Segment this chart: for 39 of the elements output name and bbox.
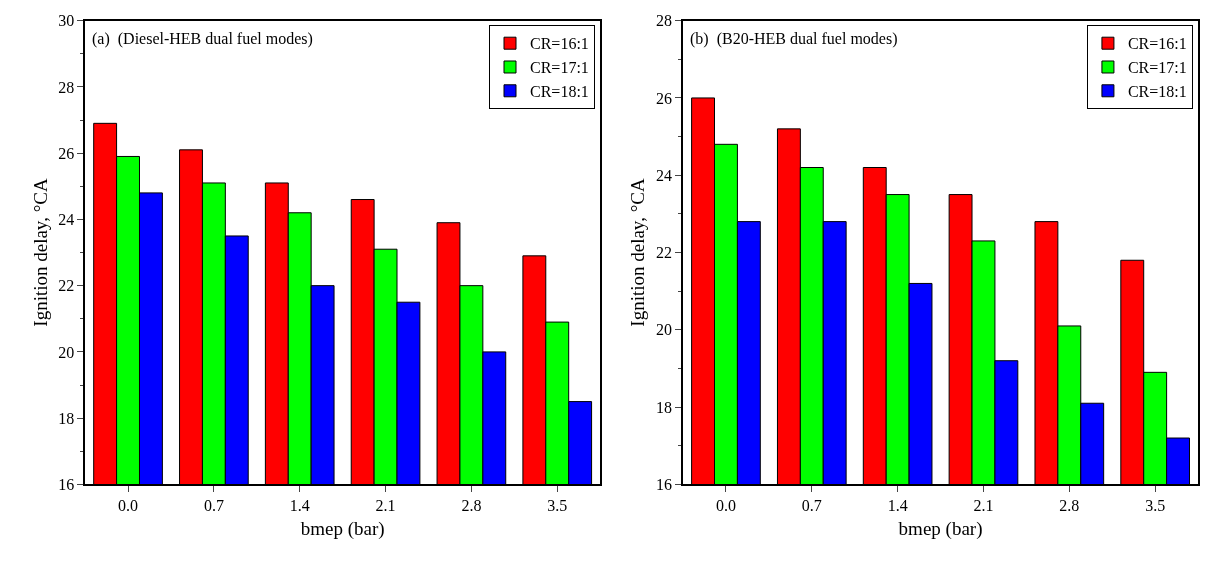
x-tick-label: 2.8	[461, 497, 482, 515]
legend-label: CR=16:1	[1127, 35, 1187, 53]
y-tick-label: 22	[656, 244, 673, 262]
y-tick-label: 18	[58, 409, 75, 427]
legend-label: CR=17:1	[530, 59, 589, 77]
x-axis-title: bmep (bar)	[300, 517, 385, 540]
legend-label: CR=17:1	[1127, 59, 1187, 77]
x-tick-label: 0.7	[801, 497, 822, 515]
y-tick-label: 28	[656, 12, 673, 30]
y-tick-label: 20	[58, 343, 75, 361]
y-tick-label: 28	[58, 78, 75, 96]
x-tick-label: 0.0	[715, 497, 736, 515]
y-axis-title: Ignition delay, °CA	[29, 178, 51, 327]
x-tick-label: 0.7	[203, 497, 224, 515]
x-tick-label: 2.1	[973, 497, 994, 515]
legend-label: CR=16:1	[530, 35, 589, 53]
y-tick-label: 20	[656, 321, 673, 339]
text: (b) (B20-HEB dual fuel modes)	[690, 30, 898, 48]
y-tick-label: 16	[58, 476, 75, 493]
legend-label: CR=18:1	[530, 83, 589, 101]
x-tick-label: 1.4	[887, 497, 908, 515]
x-tick-label: 1.4	[289, 497, 310, 515]
y-tick-label: 16	[656, 476, 673, 493]
x-tick-label: 2.1	[375, 497, 396, 515]
y-tick-label: 26	[58, 144, 75, 162]
x-tick-label: 2.8	[1059, 497, 1080, 515]
x-tick-label: 0.0	[118, 497, 139, 515]
y-tick-label: 26	[656, 89, 673, 107]
y-tick-label: 30	[58, 12, 75, 30]
y-tick-label: 24	[656, 166, 673, 184]
y-tick-label: 24	[58, 211, 75, 228]
legend-label: CR=18:1	[1127, 83, 1187, 101]
y-tick-label: 22	[58, 277, 75, 295]
y-tick-label: 18	[656, 398, 673, 416]
x-axis-title: bmep (bar)	[898, 517, 983, 540]
y-axis-title: Ignition delay, °CA	[627, 178, 649, 327]
x-tick-label: 3.5	[1145, 497, 1166, 515]
text: (a) (Diesel-HEB dual fuel modes)	[92, 30, 313, 48]
x-tick-label: 3.5	[547, 497, 568, 515]
